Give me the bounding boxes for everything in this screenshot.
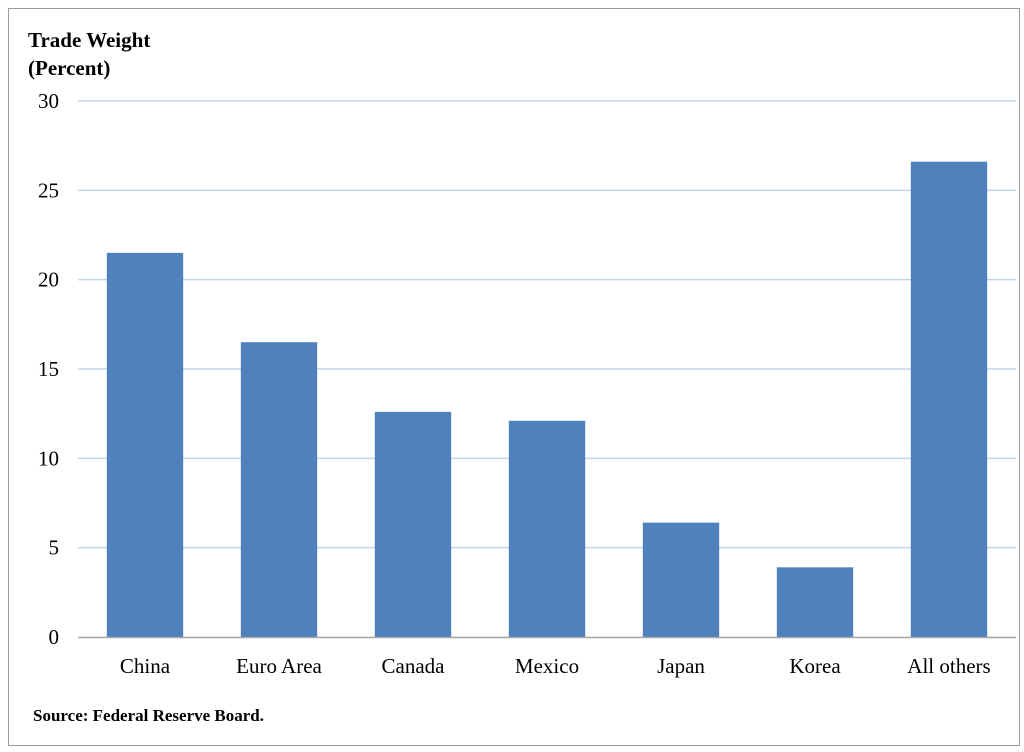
gridlines	[78, 100, 1016, 549]
y-axis-title-line-1: Trade Weight	[28, 28, 150, 52]
bar-japan	[642, 522, 720, 637]
bar-all-others	[910, 161, 988, 637]
bar-mexico	[508, 420, 586, 637]
y-tick-label-25: 25	[38, 178, 59, 202]
y-tick-label-5: 5	[49, 536, 60, 560]
bar-canada	[374, 411, 452, 637]
category-label-mexico: Mexico	[515, 654, 579, 678]
bars	[106, 161, 988, 637]
category-labels: China Euro Area Canada Mexico Japan Korea All …	[120, 654, 991, 678]
y-tick-label-20: 20	[38, 268, 59, 292]
y-tick-label-10: 10	[38, 446, 59, 470]
bar-china	[106, 252, 184, 637]
category-label-euro-area: Euro Area	[236, 654, 322, 678]
category-label-all-others: All others	[907, 654, 990, 678]
y-tick-label-0: 0	[49, 625, 60, 649]
source-note: Source: Federal Reserve Board.	[33, 706, 264, 725]
category-label-korea: Korea	[789, 654, 841, 678]
bar-euro-area	[240, 342, 318, 637]
y-tick-label-15: 15	[38, 357, 59, 381]
y-tick-label-30: 30	[38, 89, 59, 113]
category-label-canada: Canada	[382, 654, 446, 678]
y-tick-labels: 0 5 10 15 20 25 30	[38, 89, 59, 649]
category-label-japan: Japan	[657, 654, 705, 678]
y-axis-title-line-2: (Percent)	[28, 56, 110, 80]
category-label-china: China	[120, 654, 171, 678]
bar-korea	[776, 567, 854, 637]
